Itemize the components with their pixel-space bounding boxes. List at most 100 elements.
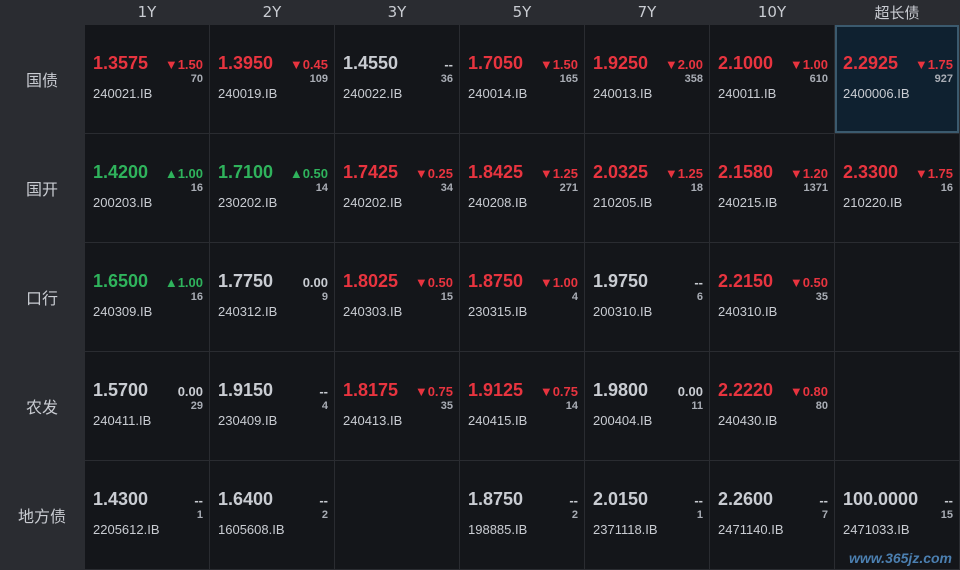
yield-value: 1.8175 xyxy=(343,380,399,400)
change-value: ▲1.00 xyxy=(164,275,203,290)
trade-count: 4 xyxy=(321,400,328,412)
change-value: -- xyxy=(569,493,578,508)
quote-cell[interactable]: 1.7100 ▲0.50 14 230202.IB xyxy=(210,134,334,242)
yield-value: 1.5700 xyxy=(93,380,149,400)
quote-cell[interactable]: 2.1580 ▼1.20 1371 240215.IB xyxy=(710,134,834,242)
quote-cell[interactable]: 1.4550 -- 36 240022.IB xyxy=(335,25,459,133)
trade-count: 16 xyxy=(190,291,203,303)
yield-value: 1.8425 xyxy=(468,162,524,182)
bond-code: 240215.IB xyxy=(718,195,778,210)
bond-code: 240430.IB xyxy=(718,413,778,428)
bond-code: 240011.IB xyxy=(718,86,777,101)
column-header-3[interactable]: 5Y xyxy=(460,0,584,24)
bond-code: 240014.IB xyxy=(468,86,528,101)
change-value: ▼0.50 xyxy=(414,275,453,290)
trade-count: 109 xyxy=(309,73,328,85)
bond-code: 240021.IB xyxy=(93,86,153,101)
quote-cell[interactable]: 1.8750 ▼1.00 4 230315.IB xyxy=(460,243,584,351)
trade-count: 11 xyxy=(691,400,703,412)
row-label[interactable]: 口行 xyxy=(0,243,84,351)
quote-cell[interactable]: 1.9150 -- 4 230409.IB xyxy=(210,352,334,460)
quote-cell[interactable]: 1.8025 ▼0.50 15 240303.IB xyxy=(335,243,459,351)
bond-code: 240019.IB xyxy=(218,86,278,101)
quote-cell[interactable]: 2.2220 ▼0.80 80 240430.IB xyxy=(710,352,834,460)
trade-count: 927 xyxy=(934,73,953,85)
yield-value: 2.3300 xyxy=(843,162,899,182)
change-value: -- xyxy=(319,384,328,399)
bond-code: 240202.IB xyxy=(343,195,403,210)
change-value: ▼1.75 xyxy=(914,166,953,181)
trade-count: 15 xyxy=(940,509,953,521)
change-value: 0.00 xyxy=(677,384,703,399)
change-value: ▼0.25 xyxy=(414,166,453,181)
column-header-2[interactable]: 3Y xyxy=(335,0,459,24)
quote-cell[interactable]: 2.0150 -- 1 2371118.IB xyxy=(585,461,709,569)
change-value: ▼1.00 xyxy=(539,275,578,290)
column-header-4[interactable]: 7Y xyxy=(585,0,709,24)
trade-count: 6 xyxy=(696,291,703,303)
yield-value: 1.6400 xyxy=(218,489,274,509)
quote-cell[interactable]: 2.2925 ▼1.75 927 2400006.IB xyxy=(835,25,959,133)
quote-cell[interactable]: 1.5700 0.00 29 240411.IB xyxy=(85,352,209,460)
trade-count: 35 xyxy=(440,400,453,412)
quote-cell[interactable]: 1.4200 ▲1.00 16 200203.IB xyxy=(85,134,209,242)
change-value: ▼1.00 xyxy=(789,57,828,72)
change-value: ▼0.45 xyxy=(289,57,328,72)
row-label[interactable]: 国开 xyxy=(0,134,84,242)
trade-count: 70 xyxy=(190,73,203,85)
bond-code: 200310.IB xyxy=(593,304,653,319)
trade-count: 15 xyxy=(440,291,453,303)
trade-count: 1371 xyxy=(803,182,828,194)
quote-cell[interactable]: 1.3575 ▼1.50 70 240021.IB xyxy=(85,25,209,133)
quote-cell[interactable]: 1.9250 ▼2.00 358 240013.IB xyxy=(585,25,709,133)
quote-cell[interactable]: 1.7750 0.00 9 240312.IB xyxy=(210,243,334,351)
yield-value: 1.8025 xyxy=(343,271,399,291)
change-value: -- xyxy=(819,493,828,508)
quote-cell[interactable]: 1.4300 -- 1 2205612.IB xyxy=(85,461,209,569)
quote-cell[interactable]: 1.8175 ▼0.75 35 240413.IB xyxy=(335,352,459,460)
quote-cell[interactable]: 2.3300 ▼1.75 16 210220.IB xyxy=(835,134,959,242)
yield-value: 1.7425 xyxy=(343,162,399,182)
change-value: ▼0.80 xyxy=(789,384,828,399)
bond-code: 210205.IB xyxy=(593,195,653,210)
quote-cell[interactable]: 1.7050 ▼1.50 165 240014.IB xyxy=(460,25,584,133)
quote-cell[interactable]: 1.9750 -- 6 200310.IB xyxy=(585,243,709,351)
column-header-0[interactable]: 1Y xyxy=(85,0,209,24)
yield-value: 2.2220 xyxy=(718,380,774,400)
quote-cell[interactable]: 2.2600 -- 7 2471140.IB xyxy=(710,461,834,569)
quote-cell[interactable]: 2.2150 ▼0.50 35 240310.IB xyxy=(710,243,834,351)
change-value: ▼1.50 xyxy=(164,57,203,72)
bond-code: 198885.IB xyxy=(468,522,528,537)
change-value: ▲1.00 xyxy=(164,166,203,181)
quote-cell[interactable]: 1.6400 -- 2 1605608.IB xyxy=(210,461,334,569)
quote-cell[interactable]: 1.9800 0.00 11 200404.IB xyxy=(585,352,709,460)
row-label[interactable]: 农发 xyxy=(0,352,84,460)
yield-value: 1.9150 xyxy=(218,380,274,400)
column-header-5[interactable]: 10Y xyxy=(710,0,834,24)
empty-cell xyxy=(335,461,459,569)
column-header-6[interactable]: 超长债 xyxy=(835,0,959,24)
quote-cell[interactable]: 2.1000 ▼1.00 610 240011.IB xyxy=(710,25,834,133)
bond-code: 240310.IB xyxy=(718,304,778,319)
quote-cell[interactable]: 1.9125 ▼0.75 14 240415.IB xyxy=(460,352,584,460)
trade-count: 1 xyxy=(196,509,203,521)
quote-cell[interactable]: 1.3950 ▼0.45 109 240019.IB xyxy=(210,25,334,133)
change-value: ▼2.00 xyxy=(664,57,703,72)
change-value: ▼0.75 xyxy=(539,384,578,399)
change-value: ▼0.50 xyxy=(789,275,828,290)
bond-code: 2205612.IB xyxy=(93,522,160,537)
quote-cell[interactable]: 1.6500 ▲1.00 16 240309.IB xyxy=(85,243,209,351)
quote-cell[interactable]: 1.8750 -- 2 198885.IB xyxy=(460,461,584,569)
row-label[interactable]: 地方债 xyxy=(0,461,84,569)
yield-value: 2.1580 xyxy=(718,162,774,182)
quote-cell[interactable]: 1.7425 ▼0.25 34 240202.IB xyxy=(335,134,459,242)
yield-value: 1.7050 xyxy=(468,53,524,73)
quote-cell[interactable]: 100.0000 -- 15 2471033.IB xyxy=(835,461,959,569)
column-header-1[interactable]: 2Y xyxy=(210,0,334,24)
change-value: ▼1.50 xyxy=(539,57,578,72)
row-label[interactable]: 国债 xyxy=(0,25,84,133)
quote-cell[interactable]: 2.0325 ▼1.25 18 210205.IB xyxy=(585,134,709,242)
yield-value: 1.4550 xyxy=(343,53,399,73)
quote-cell[interactable]: 1.8425 ▼1.25 271 240208.IB xyxy=(460,134,584,242)
bond-code: 200203.IB xyxy=(93,195,153,210)
